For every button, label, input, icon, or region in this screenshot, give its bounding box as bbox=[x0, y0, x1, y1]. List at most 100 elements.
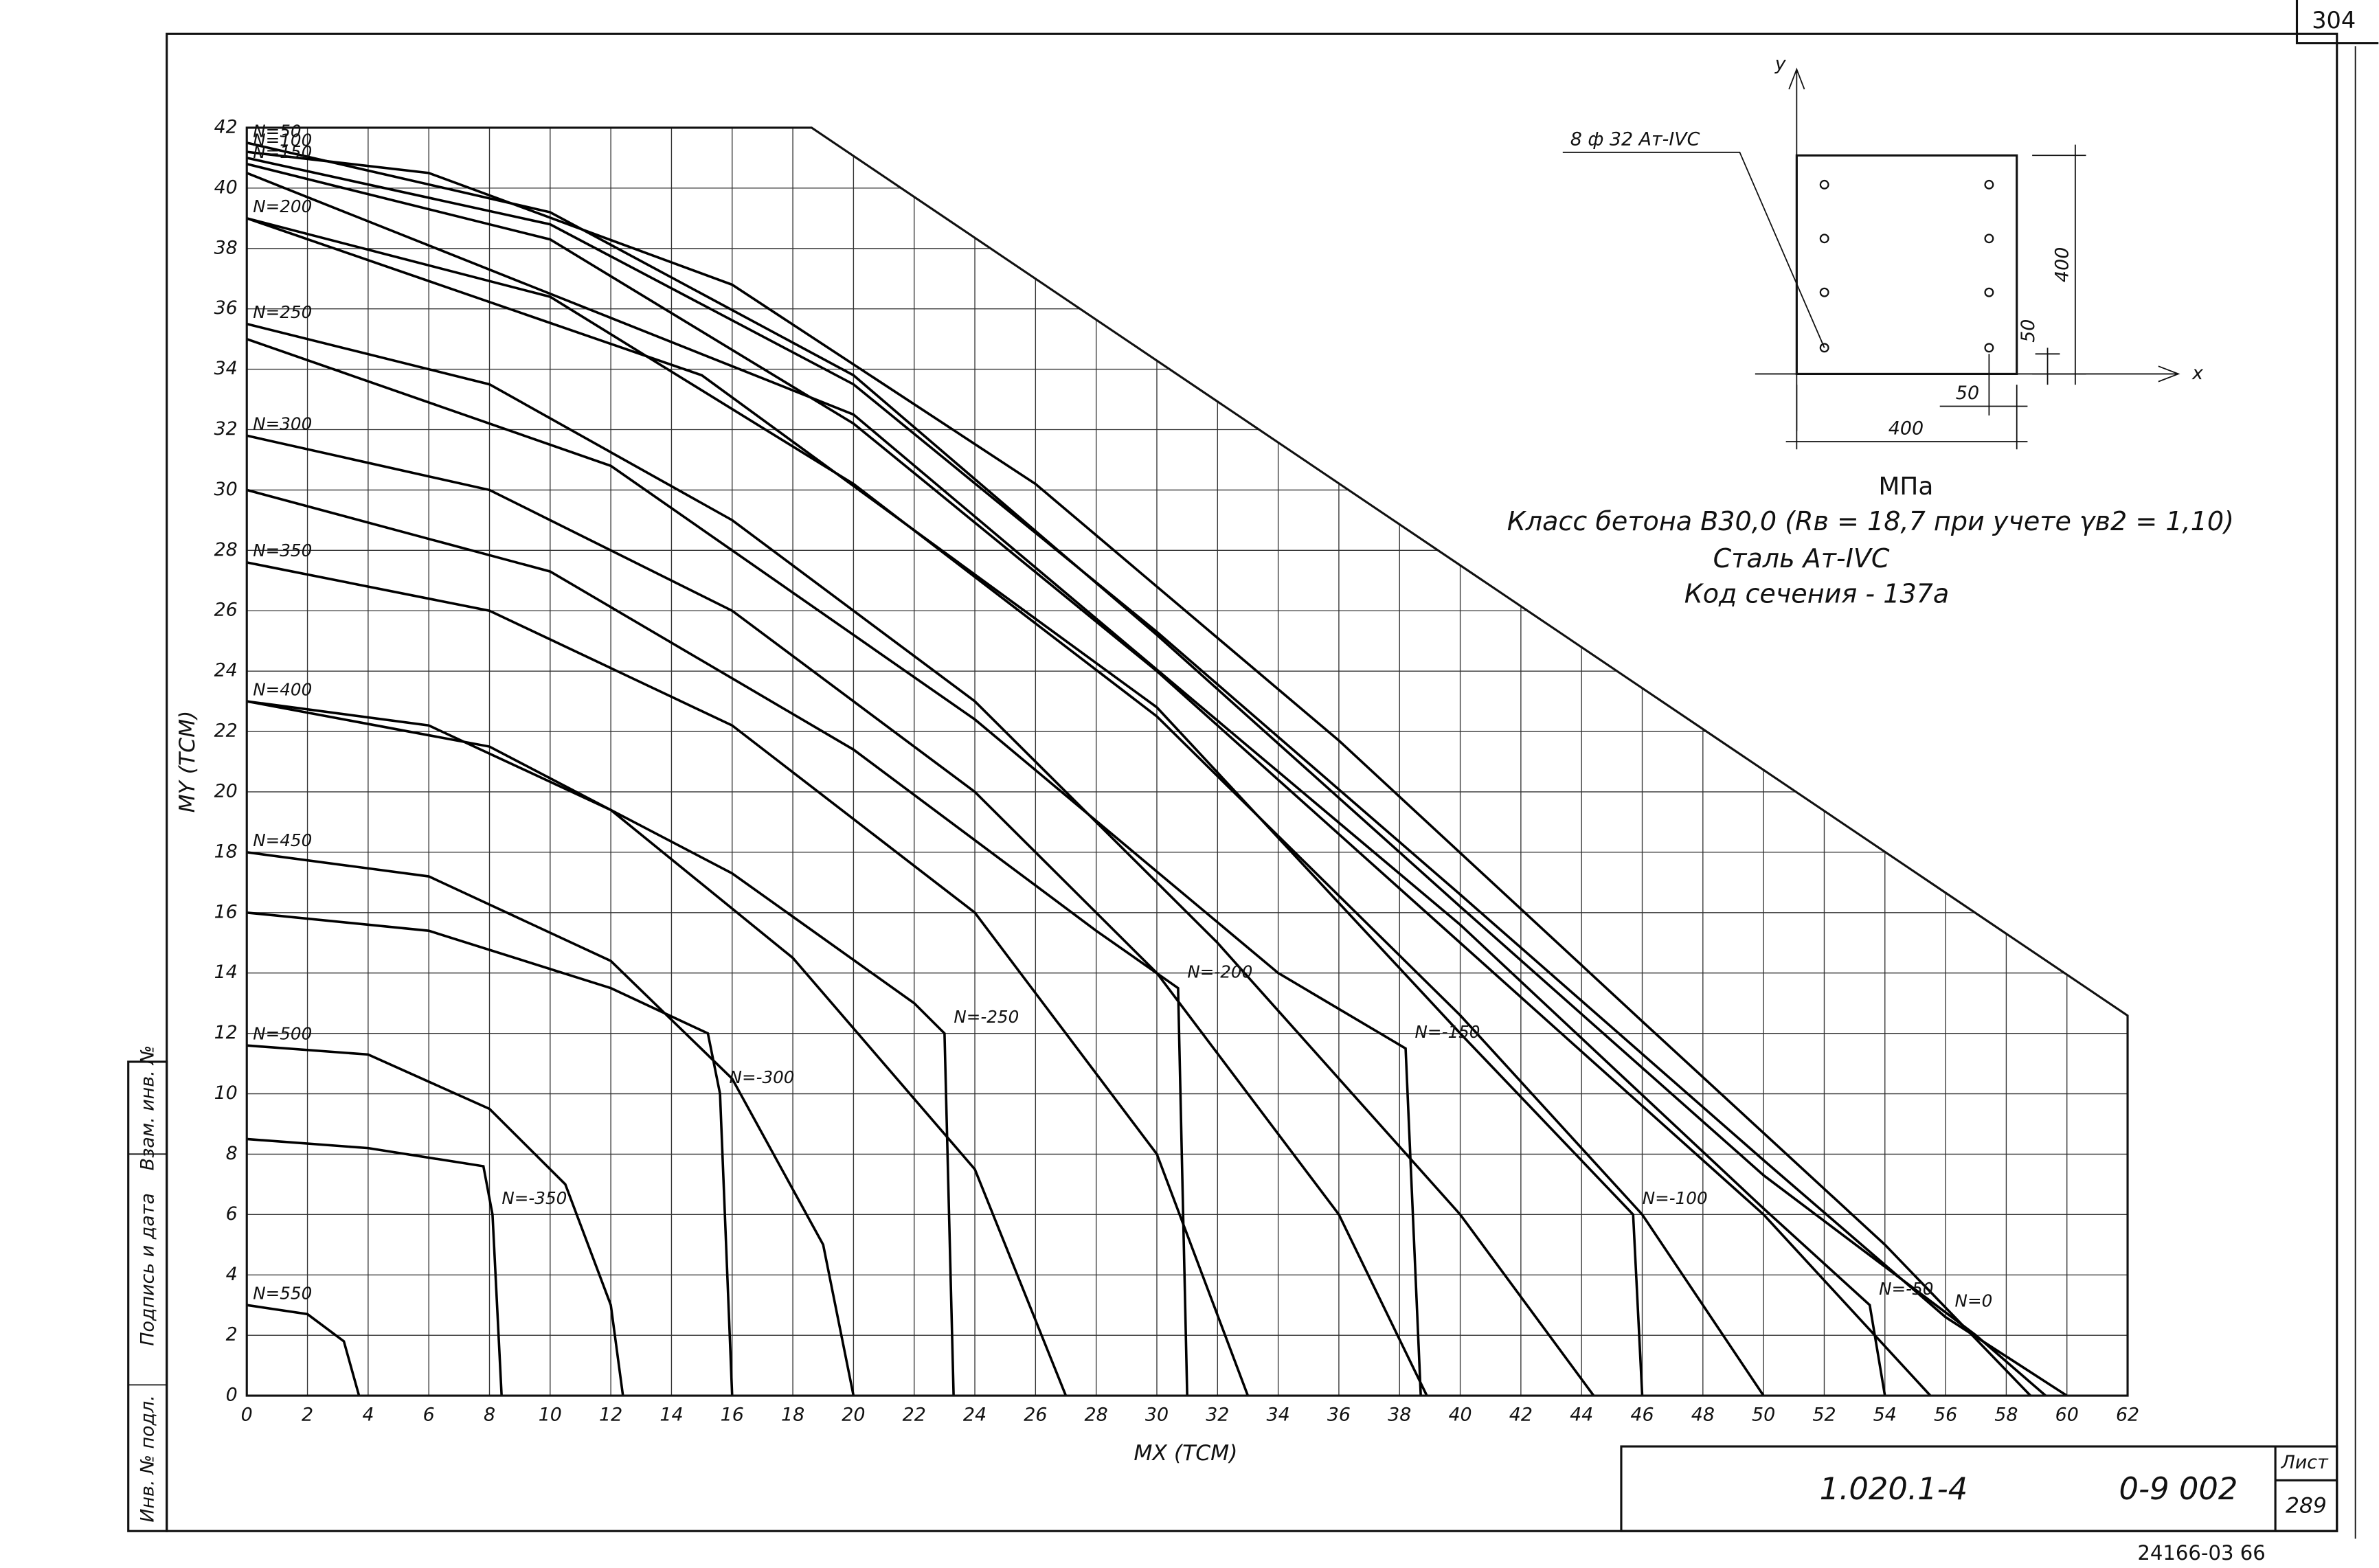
section-outline bbox=[1795, 154, 2018, 375]
x-tick-label: 50 bbox=[1752, 1405, 1775, 1426]
x-tick-label: 32 bbox=[1206, 1405, 1229, 1426]
curve bbox=[247, 150, 2032, 1397]
curve-label: N=100 bbox=[253, 130, 312, 150]
curve-label: N=350 bbox=[253, 541, 312, 560]
curve-label: N=-250 bbox=[954, 1007, 1019, 1027]
x-tick-label: 36 bbox=[1327, 1405, 1351, 1426]
unit: МПа bbox=[1879, 473, 1934, 501]
curve-label: N=450 bbox=[253, 830, 312, 850]
rebar bbox=[1819, 234, 1829, 244]
x-tick-label: 20 bbox=[842, 1405, 865, 1426]
x-tick-label: 24 bbox=[963, 1405, 986, 1426]
rebar bbox=[1984, 234, 1994, 244]
stamp-box bbox=[127, 1060, 168, 1532]
x-tick-label: 44 bbox=[1570, 1405, 1593, 1426]
dimension-lines bbox=[1785, 144, 2086, 450]
page-box bbox=[2295, 0, 2379, 45]
curve-label: N=-350 bbox=[501, 1188, 567, 1208]
x-tick-label: 60 bbox=[2055, 1405, 2079, 1426]
rebar bbox=[1819, 179, 1829, 190]
y-tick-label: 4 bbox=[226, 1264, 238, 1285]
y-tick-label: 14 bbox=[214, 962, 238, 983]
y-axis-title: MY (TCM) bbox=[175, 711, 200, 813]
x-tick-label: 40 bbox=[1448, 1405, 1472, 1426]
y-tick-label: 28 bbox=[214, 539, 238, 560]
x-tick-label: 52 bbox=[1812, 1405, 1836, 1426]
curve bbox=[246, 141, 2047, 1397]
sheet-frame bbox=[166, 32, 2338, 1532]
notes: МПа Класс бетона В30,0 (Rв = 18,7 при уч… bbox=[1507, 473, 2234, 609]
curve bbox=[246, 217, 1644, 1396]
steel-note: Сталь Ат-IVС bbox=[1713, 543, 1890, 573]
y-tick-label: 24 bbox=[214, 660, 238, 681]
curve-label: N=400 bbox=[253, 679, 312, 699]
curve-label: N=-100 bbox=[1643, 1188, 1708, 1208]
curve-label: N=500 bbox=[253, 1024, 312, 1044]
curve-label: N=50 bbox=[253, 121, 301, 141]
y-tick-label: 20 bbox=[214, 780, 238, 802]
curve bbox=[246, 157, 2068, 1397]
x-tick-label: 18 bbox=[781, 1405, 804, 1426]
plot: 0 2 4 6 8 10 12 14 16 18 20 22 24 26 28 30 32 34 36 38 40 42 4… bbox=[214, 116, 2140, 1425]
curve bbox=[246, 1304, 361, 1396]
curve-label: N=250 bbox=[253, 302, 312, 322]
y-tick-label: 10 bbox=[214, 1082, 238, 1104]
x-tick-label: 2 bbox=[302, 1405, 313, 1426]
y-tick-label: 18 bbox=[214, 841, 238, 862]
sheet-number: 289 bbox=[2286, 1493, 2327, 1518]
x-tick-label: 0 bbox=[241, 1405, 253, 1426]
x-tick-label: 16 bbox=[721, 1405, 744, 1426]
stamps: Инв. № подл. Подпись и дата Взам. инв. № bbox=[127, 1045, 168, 1532]
x-tick-label: 22 bbox=[903, 1405, 926, 1426]
curve bbox=[246, 851, 855, 1396]
cover-y-dim: 50 bbox=[2018, 319, 2039, 343]
width-dim: 400 bbox=[1888, 418, 1924, 440]
curve bbox=[246, 322, 1595, 1397]
x-tick-label: 46 bbox=[1630, 1405, 1654, 1426]
y-tick-label: 0 bbox=[226, 1385, 238, 1406]
rebar bbox=[1819, 343, 1829, 353]
y-tick-label: 2 bbox=[226, 1324, 238, 1345]
y-tick-label: 6 bbox=[226, 1203, 238, 1225]
curve-label: N=550 bbox=[253, 1284, 312, 1304]
archive-number: 24166-03 66 bbox=[2137, 1541, 2265, 1565]
x-tick-label: 56 bbox=[1934, 1405, 1957, 1426]
height-dim: 400 bbox=[2051, 247, 2073, 282]
y-tick-label: 42 bbox=[214, 116, 238, 137]
curve bbox=[246, 217, 1765, 1397]
page-number: 304 bbox=[2312, 7, 2356, 34]
y-tick-label: 22 bbox=[214, 720, 238, 742]
y-tick-label: 12 bbox=[214, 1022, 238, 1043]
x-tick-label: 10 bbox=[539, 1405, 562, 1426]
curve bbox=[246, 561, 1250, 1396]
y-tick-label: 34 bbox=[214, 358, 238, 379]
cross-section: 8 ф 32 Ат-IVС 400 400 50 50 x y bbox=[1562, 54, 2204, 450]
x-tick-label: 48 bbox=[1691, 1405, 1715, 1426]
y-tick-label: 40 bbox=[214, 177, 238, 198]
x-tick-label: 34 bbox=[1267, 1405, 1290, 1426]
curve bbox=[246, 337, 1422, 1396]
curve-label: N=-300 bbox=[730, 1067, 795, 1087]
x-tick-label: 58 bbox=[1994, 1405, 2018, 1426]
x-tick-label: 12 bbox=[599, 1405, 622, 1426]
series-code: 1.020.1-4 bbox=[1820, 1470, 1968, 1507]
rebar bbox=[1819, 287, 1829, 297]
stamp: Взам. инв. № bbox=[137, 1045, 158, 1170]
rebar bbox=[1984, 343, 1994, 353]
section-code: Код сечения - 137а bbox=[1684, 579, 1950, 609]
axis-x-label: x bbox=[2191, 363, 2204, 384]
curve bbox=[247, 1137, 503, 1396]
section-axes bbox=[1755, 67, 2180, 431]
x-tick-label: 62 bbox=[2116, 1405, 2139, 1426]
x-tick-label: 14 bbox=[659, 1405, 683, 1426]
curve bbox=[247, 1044, 624, 1396]
x-tick-label: 54 bbox=[1873, 1405, 1897, 1426]
stamp: Подпись и дата bbox=[137, 1193, 158, 1346]
x-tick-label: 6 bbox=[423, 1405, 435, 1426]
curve bbox=[246, 434, 1428, 1396]
rebars bbox=[1819, 179, 1994, 353]
y-tick-label: 32 bbox=[214, 418, 238, 440]
x-tick-label: 28 bbox=[1085, 1405, 1108, 1426]
x-tick-label: 26 bbox=[1024, 1405, 1047, 1426]
